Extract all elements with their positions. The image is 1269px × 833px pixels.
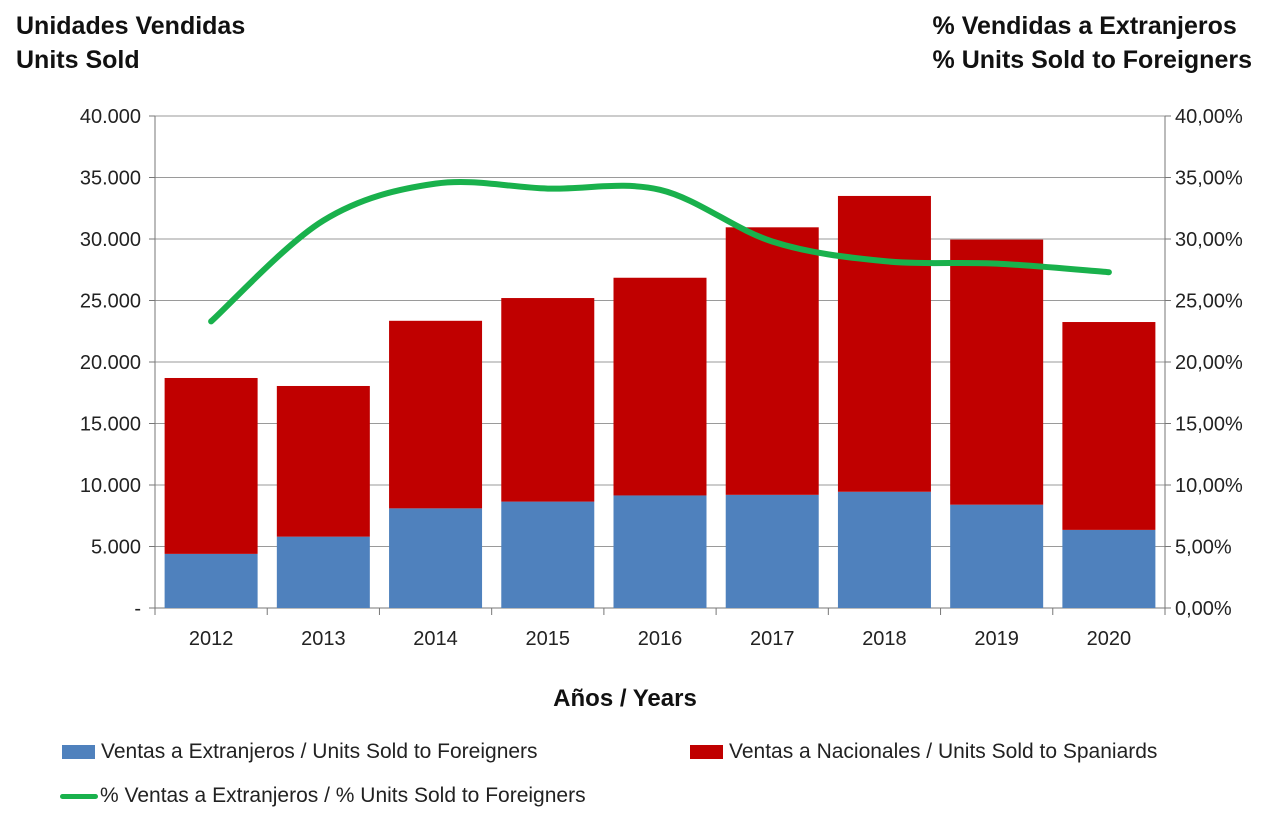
y-tick-label: 25.000 bbox=[80, 291, 141, 313]
bar-foreigners-2013 bbox=[276, 536, 370, 608]
x-tick-label: 2014 bbox=[413, 628, 458, 650]
legend-swatch-percent bbox=[60, 793, 98, 799]
x-tick-label: 2016 bbox=[638, 628, 683, 650]
x-tick-label: 2013 bbox=[301, 628, 346, 650]
bar-spaniards-2019 bbox=[950, 239, 1044, 505]
legend-item-foreigners: Ventas a Extranjeros / Units Sold to For… bbox=[62, 740, 538, 764]
y2-tick-labels: 0,00% 5,00% 10,00% 15,00% 20,00% 25,00% 30,00%… bbox=[1175, 106, 1243, 620]
y2-tick-label: 15,00% bbox=[1175, 414, 1243, 436]
bar-spaniards-2014 bbox=[389, 320, 483, 509]
legend-label-spaniards: Ventas a Nacionales / Units Sold to Span… bbox=[729, 740, 1158, 763]
legend-label-percent: % Ventas a Extranjeros / % Units Sold to… bbox=[100, 784, 586, 807]
legend-swatch-foreigners bbox=[62, 745, 95, 759]
x-axis-title: Años / Years bbox=[553, 685, 697, 712]
right-axis-title-es: % Vendidas a Extranjeros bbox=[932, 12, 1237, 40]
x-tick-label: 2020 bbox=[1087, 628, 1132, 650]
left-axis-title-en: Units Sold bbox=[16, 46, 140, 74]
x-tick-label: 2017 bbox=[750, 628, 795, 650]
percent-line bbox=[208, 179, 1112, 325]
left-axis-title-es: Unidades Vendidas bbox=[16, 12, 246, 40]
bar-foreigners-2014 bbox=[389, 508, 483, 608]
legend-item-spaniards: Ventas a Nacionales / Units Sold to Span… bbox=[690, 740, 1157, 764]
bar-foreigners-2015 bbox=[501, 501, 595, 608]
bar-spaniards-2020 bbox=[1062, 322, 1156, 530]
x-tick-label: 2018 bbox=[862, 628, 907, 650]
right-axis-title-en: % Units Sold to Foreigners bbox=[932, 46, 1252, 74]
bar-foreigners-2012 bbox=[164, 553, 258, 608]
y2-tick-label: 25,00% bbox=[1175, 291, 1243, 313]
y2-tick-label: 30,00% bbox=[1175, 229, 1243, 251]
right-axis-title: % Vendidas a Extranjeros % Units Sold to… bbox=[933, 9, 1252, 77]
y-tick-label: 30.000 bbox=[80, 229, 141, 251]
bar-foreigners-2018 bbox=[837, 491, 931, 608]
bar-spaniards-2016 bbox=[613, 277, 707, 496]
left-axis-title: Unidades Vendidas Units Sold bbox=[16, 9, 245, 77]
y-tick-label: - bbox=[134, 598, 141, 620]
y-tick-label: 15.000 bbox=[80, 414, 141, 436]
bar-spaniards-2012 bbox=[164, 377, 258, 554]
x-tick-labels: 2012 2013 2014 2015 2016 2017 2018 2019 2020 bbox=[189, 628, 1131, 650]
bar-spaniards-2013 bbox=[276, 385, 370, 537]
bar-foreigners-2017 bbox=[725, 494, 819, 608]
bar-foreigners-2020 bbox=[1062, 529, 1156, 608]
y-tick-label: 40.000 bbox=[80, 106, 141, 128]
x-tick-label: 2012 bbox=[189, 628, 234, 650]
bar-foreigners-2019 bbox=[950, 504, 1044, 608]
y2-tick-label: 35,00% bbox=[1175, 168, 1243, 190]
bar-spaniards-2017 bbox=[725, 227, 819, 495]
y-tick-label: 10.000 bbox=[80, 475, 141, 497]
y2-tick-label: 10,00% bbox=[1175, 475, 1243, 497]
y-tick-label: 20.000 bbox=[80, 352, 141, 374]
y-tick-label: 5.000 bbox=[91, 537, 141, 559]
bar-foreigners-2016 bbox=[613, 495, 707, 608]
y-tick-labels: - 5.000 10.000 15.000 20.000 25.000 30.000 35.0… bbox=[80, 106, 141, 620]
bar-spaniards-2015 bbox=[501, 298, 595, 502]
y2-tick-label: 5,00% bbox=[1175, 537, 1232, 559]
y-tick-label: 35.000 bbox=[80, 168, 141, 190]
bars bbox=[164, 195, 1156, 608]
legend-label-foreigners: Ventas a Extranjeros / Units Sold to For… bbox=[101, 740, 538, 763]
x-tick-label: 2015 bbox=[526, 628, 571, 650]
y2-tick-label: 0,00% bbox=[1175, 598, 1232, 620]
legend-item-percent: % Ventas a Extranjeros / % Units Sold to… bbox=[60, 784, 586, 808]
bar-spaniards-2018 bbox=[837, 195, 931, 492]
legend-swatch-spaniards bbox=[690, 745, 723, 759]
x-tick-label: 2019 bbox=[974, 628, 1019, 650]
y2-tick-label: 20,00% bbox=[1175, 352, 1243, 374]
y2-tick-label: 40,00% bbox=[1175, 106, 1243, 128]
